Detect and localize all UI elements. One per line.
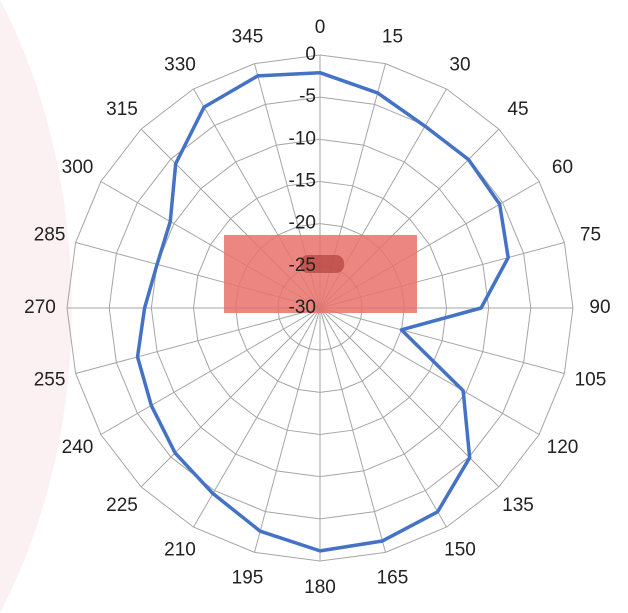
r-tick-label: -20 — [289, 213, 316, 234]
angle-label: 330 — [164, 55, 196, 76]
angle-label: 210 — [164, 540, 196, 561]
angle-label: 195 — [232, 567, 264, 588]
angle-label: 30 — [449, 55, 470, 76]
angle-label: 105 — [575, 369, 607, 390]
spoke — [100, 307, 321, 435]
spoke — [319, 307, 540, 435]
angle-label: 0 — [315, 17, 326, 38]
spoke — [75, 307, 321, 374]
angle-label: 165 — [377, 567, 409, 588]
angle-label: 75 — [580, 225, 601, 246]
device-photo — [224, 235, 417, 313]
r-tick-label: -15 — [289, 171, 316, 192]
angle-label: 15 — [382, 27, 403, 48]
angle-label: 90 — [589, 297, 610, 318]
device-photo-detail — [300, 255, 344, 273]
marks — [135, 70, 510, 553]
angle-label: 300 — [62, 157, 94, 178]
spoke — [254, 307, 321, 553]
angle-label: 45 — [507, 99, 528, 120]
angle-label: 150 — [444, 540, 476, 561]
r-tick-label: -30 — [289, 297, 316, 318]
spoke — [319, 307, 565, 374]
spoke — [140, 307, 321, 488]
series-line — [135, 70, 510, 553]
spoke — [193, 307, 321, 528]
angle-label: 135 — [502, 495, 534, 516]
r-tick-label: -25 — [289, 255, 316, 276]
r-tick-label: -5 — [299, 86, 316, 107]
r-tick-label: -10 — [289, 128, 316, 149]
angle-label: 270 — [24, 297, 56, 318]
angle-label: 225 — [106, 495, 138, 516]
angle-label: 180 — [304, 577, 336, 598]
angle-label: 255 — [34, 369, 66, 390]
spoke — [319, 307, 447, 528]
angle-label: 345 — [232, 27, 264, 48]
r-tick-label: 0 — [305, 44, 316, 65]
angle-label: 285 — [34, 225, 66, 246]
angle-label: 60 — [552, 157, 573, 178]
angle-label: 315 — [106, 99, 138, 120]
spoke — [319, 307, 500, 488]
background-swoosh — [0, 0, 72, 613]
labels: -30 -25 -20 -15 -10 -5 0 0 15 30 45 60 75 90 105 120 135… — [24, 17, 610, 598]
angle-label: 120 — [547, 437, 579, 458]
angle-label: 240 — [62, 437, 94, 458]
spoke — [319, 307, 386, 553]
